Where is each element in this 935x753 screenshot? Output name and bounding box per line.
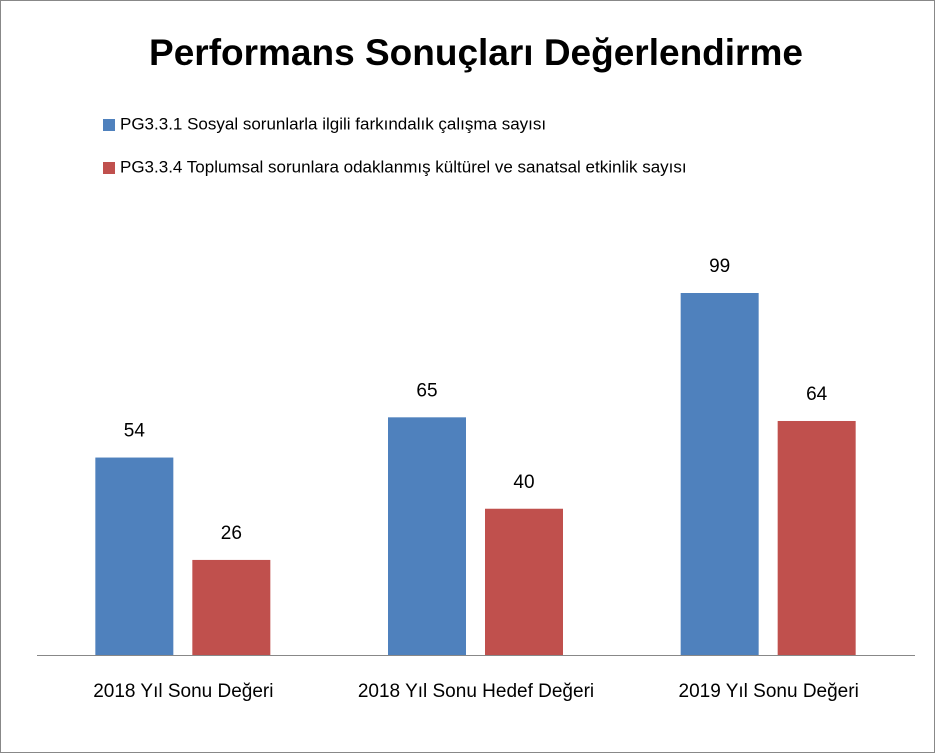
x-tick-label: 2018 Yıl Sonu Hedef Değeri	[357, 681, 595, 702]
data-label: 99	[709, 256, 730, 277]
bar	[680, 293, 759, 655]
legend-swatch	[103, 162, 115, 174]
bar	[485, 508, 563, 655]
bar	[192, 559, 271, 655]
bar	[777, 420, 856, 655]
chart-title: Performans Sonuçları Değerlendirme	[149, 32, 803, 73]
legend-label: PG3.3.1 Sosyal sorunlarla ilgili farkınd…	[120, 114, 546, 133]
bar	[95, 457, 174, 655]
data-label: 26	[221, 523, 242, 544]
data-label: 64	[806, 384, 828, 405]
legend-swatch	[103, 119, 115, 131]
bar	[388, 417, 466, 655]
x-tick-label: 2018 Yıl Sonu Değeri	[93, 681, 274, 702]
data-label: 40	[513, 472, 534, 493]
x-tick-label: 2019 Yıl Sonu Değeri	[678, 681, 859, 702]
data-label: 54	[124, 421, 146, 442]
legend-label: PG3.3.4 Toplumsal sorunlara odaklanmış k…	[120, 157, 687, 176]
data-label: 65	[416, 380, 437, 401]
